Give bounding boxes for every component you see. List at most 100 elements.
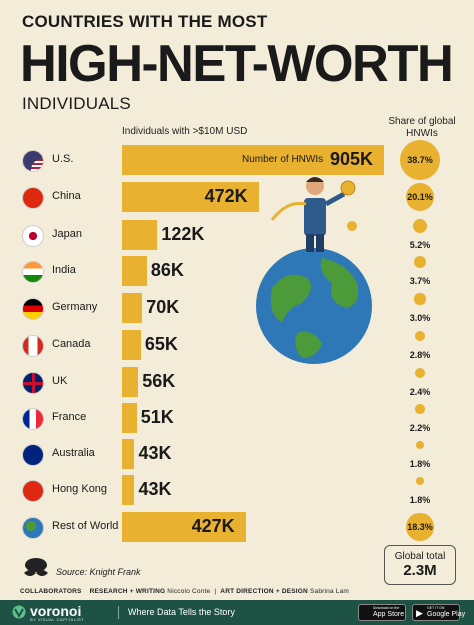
chart-row: Australia 43K 1.8% [0,439,474,469]
total-box: Global total 2.3M [384,545,456,585]
country-label: France [52,411,87,423]
bar-value-label: 122K [161,224,205,244]
share-bubble [415,404,425,414]
bar-value-label: 427K [191,516,235,536]
page-title-top: COUNTRIES WITH THE MOST [22,12,268,31]
country-label: U.S. [52,153,74,165]
flag-india-icon [22,261,44,283]
credits-collaborators: COLLABORATORS [20,588,82,595]
source-text: Source: Knight Frank [56,567,141,577]
bar [122,182,259,212]
bar [122,367,139,397]
bar-series-label: Number of HNWIs [242,154,324,165]
share-label: 18.3% [407,522,433,532]
bar-value-label: 43K [138,479,172,499]
app-store-label: App Store [373,611,405,618]
share-bubble [414,293,426,305]
coin-icon [340,180,356,196]
google-play-top: GET IT ON [427,606,445,610]
country-label: China [52,190,81,202]
share-label: 1.8% [409,459,431,469]
flag-france-icon [22,408,44,430]
flag-australia-icon [22,444,44,466]
share-label: 20.1% [407,192,433,202]
share-label: 2.2% [409,423,431,433]
chart-row: Japan 122K 5.2% [0,218,474,250]
chart-row: UK 56K 2.4% [0,367,474,397]
bar-value-label: 905K [330,149,374,169]
country-label: Canada [52,338,91,350]
page-title-bottom: INDIVIDUALS [22,94,131,113]
share-label: 2.4% [409,387,431,397]
share-bubble [405,182,435,212]
credits-art-role: ART DIRECTION + DESIGN [220,588,308,595]
chart-row: Hong Kong 43K 1.8% [0,475,474,505]
chart-row: France 51K 2.2% [0,403,474,433]
page-title: HIGH-NET-WORTH [20,35,454,93]
country-label: Germany [52,301,98,313]
country-label: Hong Kong [52,483,108,495]
businessman-body [304,198,326,236]
share-label: 5.2% [409,240,431,250]
bar [122,403,137,433]
country-label: Rest of World [52,520,119,532]
app-store-top: Download on the [373,606,400,610]
credits-research-role: RESEARCH + WRITING [89,588,166,595]
tagline: Where Data Tells the Story [128,607,235,617]
country-label: India [52,264,76,276]
share-bubble [415,368,425,378]
chart-row: India 86K 3.7% [0,255,474,286]
total-label: Global total [394,551,446,562]
share-label: 3.7% [409,276,431,286]
footer: voronoi BY VISUAL CAPITALIST Where Data … [0,600,474,625]
share-label: 1.8% [409,495,431,505]
share-bubble [400,140,440,180]
column-header-individuals: Individuals with >$10M USD [122,126,248,137]
share-bubble [414,330,426,342]
column-header-share: Share of global HNWIs [388,116,456,139]
flag-canada-icon [22,335,44,357]
bar [122,145,384,175]
chart-row: U.S. 905K Number of HNWIs 38.7% [0,140,474,180]
chart-row: Canada 65K 2.8% [0,330,474,360]
bar-value-label: 56K [142,371,176,391]
total-value: 2.3M [403,562,437,579]
play-icon: ▶ [416,608,423,618]
flag-rest-of-world-icon [22,517,44,539]
coin-icon [347,221,357,231]
bar-value-label: 86K [150,260,184,280]
share-label: 3.0% [409,313,431,323]
bar [122,220,158,250]
bar [122,439,135,469]
chart-row: Rest of World 427K 18.3% [0,512,474,542]
globe-illustration [256,177,372,364]
bar-value-label: 65K [144,334,178,354]
source-icon [24,558,48,576]
country-label: UK [52,375,68,387]
bar [122,512,246,542]
country-label: Japan [52,228,82,240]
brand-subtitle: BY VISUAL CAPITALIST [30,617,85,622]
google-play-button[interactable]: ▶ GET IT ON Google Play [412,604,465,621]
flag-germany-icon [22,298,44,320]
app-store-button[interactable]: Download on the App Store [358,604,406,621]
flag-japan-icon [22,225,44,247]
bar [122,256,147,286]
bar-value-label: 472K [204,186,248,206]
flag-uk-icon [22,372,44,394]
share-bubble [412,218,428,234]
google-play-label: Google Play [427,611,466,618]
footer-divider [118,606,119,619]
chart-row: Germany 70K 3.0% [0,293,474,323]
share-bubble [413,255,427,269]
bar [122,293,143,323]
bar-value-label: 51K [140,407,174,427]
bar-value-label: 43K [138,443,172,463]
voronoi-logo-icon [12,605,26,619]
share-bubble [406,513,434,541]
credits: COLLABORATORS RESEARCH + WRITING Niccolo… [20,588,350,595]
share-bubble [415,440,425,450]
flag-us-icon [22,150,44,172]
bar [122,475,135,505]
